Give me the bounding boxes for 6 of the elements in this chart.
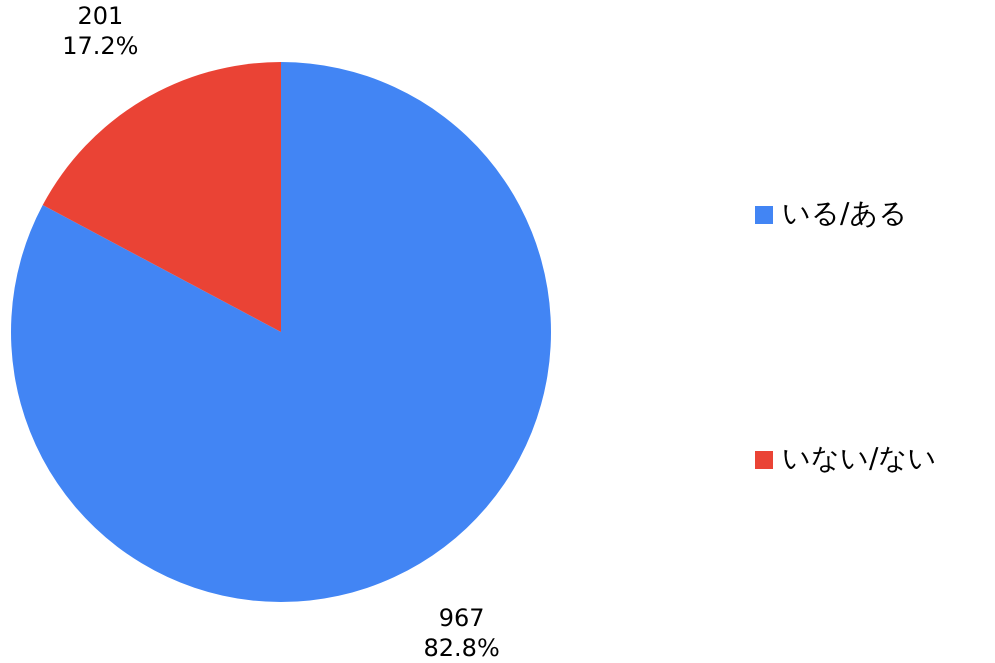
data-label: 967 82.8% [424, 604, 500, 662]
data-label: 201 17.2% [62, 2, 138, 60]
pie-slice [42, 62, 281, 332]
legend-label: いる/ある [782, 196, 908, 230]
pie-slice [11, 62, 551, 602]
legend-label: いない/ない [782, 442, 936, 475]
